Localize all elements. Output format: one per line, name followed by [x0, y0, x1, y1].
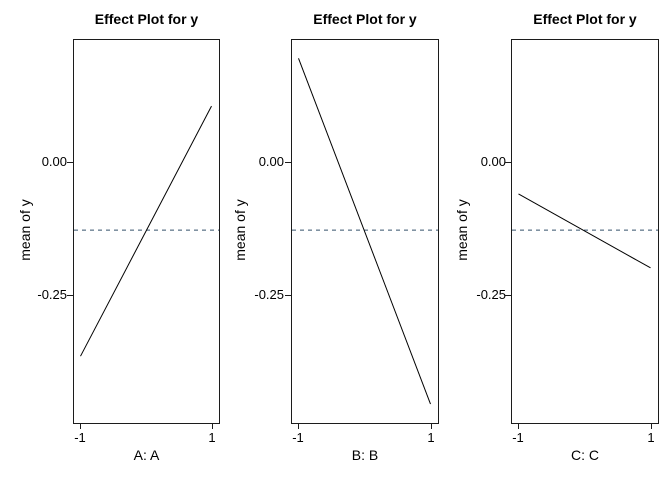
x-axis-label: A: A [133, 447, 160, 463]
y-tick-label: 0.00 [258, 154, 284, 169]
y-axis-label: mean of y [17, 199, 33, 261]
y-tick-mark [505, 162, 511, 163]
plot-area [73, 39, 220, 424]
x-tick-label: -1 [292, 430, 304, 445]
x-tick-mark [431, 424, 432, 429]
panel-title: Effect Plot for y [313, 11, 417, 27]
y-tick-label: 0.00 [41, 154, 67, 169]
y-tick-label: 0.00 [480, 154, 506, 169]
x-tick-mark [651, 424, 652, 429]
y-tick-mark [285, 295, 291, 296]
y-tick-mark [67, 295, 73, 296]
panel-title: Effect Plot for y [94, 11, 199, 27]
plot-area [511, 39, 659, 424]
x-tick-label: -1 [74, 430, 86, 445]
effect-plot-svg [74, 105, 219, 357]
x-tick-mark [518, 424, 519, 429]
y-tick-mark [285, 162, 291, 163]
x-tick-label: 1 [427, 430, 435, 445]
x-tick-label: -1 [512, 430, 524, 445]
y-tick-label: -0.25 [476, 287, 506, 302]
y-tick-label: -0.25 [37, 287, 67, 302]
x-tick-mark [80, 424, 81, 429]
y-tick-mark [67, 162, 73, 163]
plot-area [291, 39, 439, 424]
y-axis-label: mean of y [232, 199, 248, 261]
effect-plot-svg [292, 58, 438, 405]
x-tick-label: 1 [208, 430, 216, 445]
y-tick-label: -0.25 [254, 287, 284, 302]
effect-line [298, 58, 431, 405]
x-tick-mark [212, 424, 213, 429]
panel-title: Effect Plot for y [533, 11, 637, 27]
x-tick-label: 1 [647, 430, 655, 445]
x-axis-label: C: C [571, 447, 599, 463]
y-axis-label: mean of y [454, 199, 470, 261]
x-axis-label: B: B [351, 447, 379, 463]
x-tick-mark [298, 424, 299, 429]
y-tick-mark [505, 295, 511, 296]
effect-line [518, 193, 651, 269]
effect-plot-svg [512, 193, 658, 269]
effect-line [80, 105, 212, 357]
